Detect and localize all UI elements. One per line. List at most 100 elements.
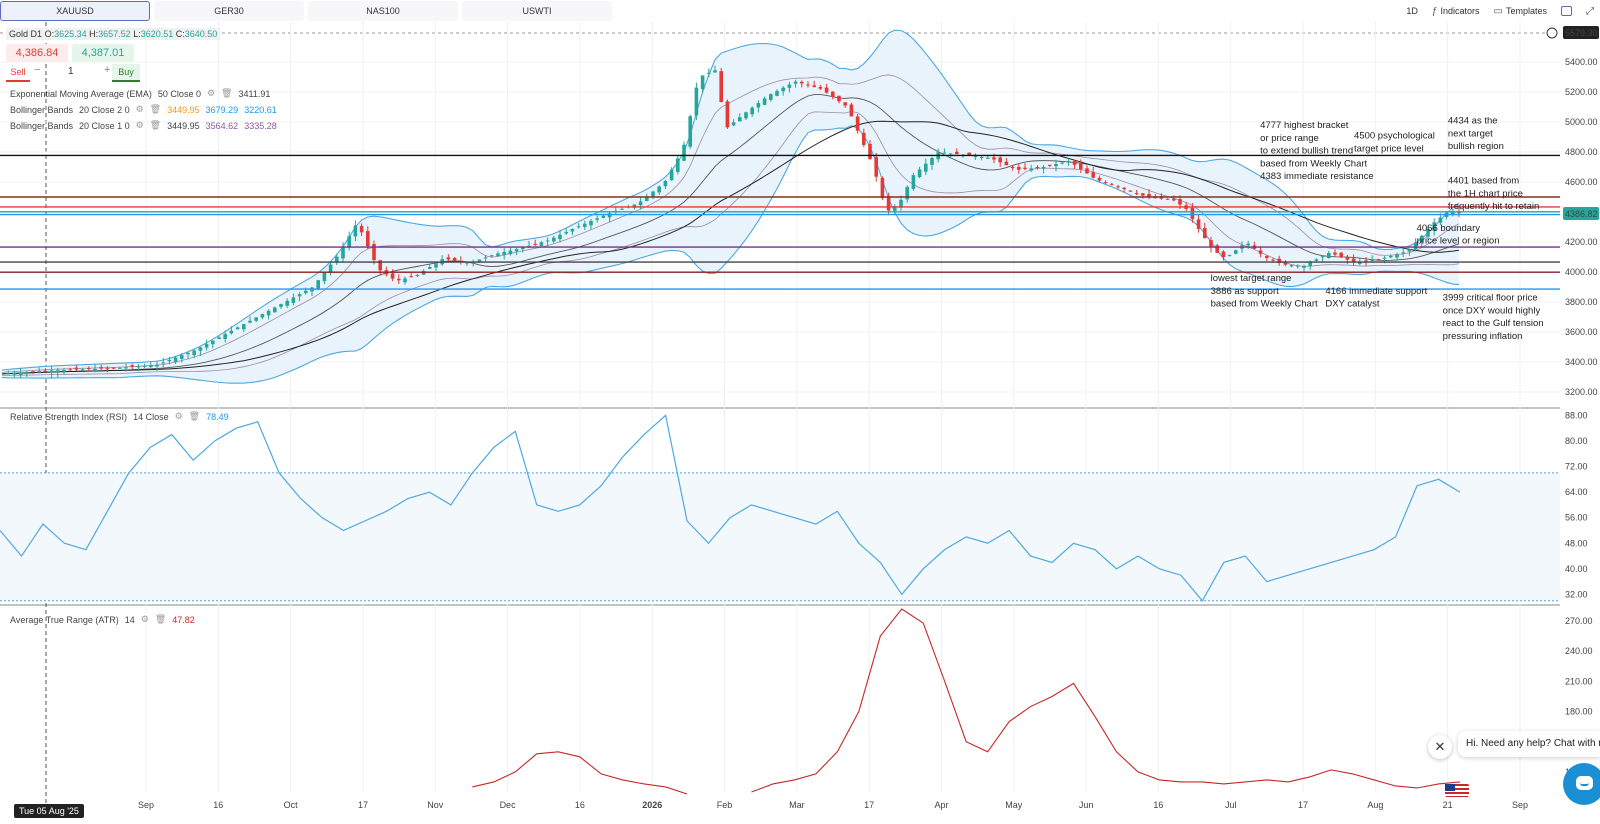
chart-annotation: DXY catalyst <box>1325 299 1380 310</box>
bollinger-upper-band <box>1 29 1460 371</box>
tab-ger30[interactable]: GER30 <box>154 1 304 21</box>
candle-body <box>211 340 215 345</box>
chart-annotation: 4500 psychological <box>1354 131 1435 142</box>
candle-body <box>1215 245 1219 253</box>
candle-body <box>1178 199 1182 205</box>
chat-open-button[interactable] <box>1563 763 1600 805</box>
quantity-decrease-button[interactable]: − <box>34 64 41 76</box>
price-chart[interactable]: Sep 16 Oct 17 Nov Dec 16 2026 Feb Mar 17 Apr May Jun 1… <box>0 22 1600 824</box>
candle-body <box>68 369 72 371</box>
settings-icon[interactable]: ⚙ <box>206 88 216 98</box>
candle-body <box>669 169 674 181</box>
price-tick-label: 3200.00 <box>1565 387 1598 397</box>
legend-high-label: H: <box>89 29 99 39</box>
quantity-input[interactable]: 1 <box>68 66 74 77</box>
buy-price-button[interactable]: 4,387.01 <box>72 44 134 62</box>
trade-panel: 4,386.84 4,387.01 Sell − 1 + Buy <box>6 44 140 84</box>
chart-annotation: 4401 based from <box>1448 176 1519 187</box>
candle-body <box>824 87 829 93</box>
rsi-tick-label: 64.00 <box>1565 487 1588 497</box>
delete-icon[interactable]: 🗑 <box>149 104 162 114</box>
candle-body <box>49 370 54 373</box>
candle-body <box>750 107 754 115</box>
rsi-tick-label: 48.00 <box>1565 538 1588 548</box>
candle-body <box>446 257 451 260</box>
candle-body <box>688 116 692 147</box>
candle-body <box>781 87 785 92</box>
chart-annotation: lowest target range <box>1211 273 1292 284</box>
candle-body <box>545 240 550 242</box>
chart-annotation: react to the Gulf tension <box>1443 318 1544 329</box>
crosshair-date-label: Tue 05 Aug '25 <box>14 804 84 818</box>
x-tick-label: 21 <box>1443 800 1453 810</box>
atr-line <box>472 751 688 795</box>
candle-body <box>1314 259 1319 261</box>
candle-body <box>713 70 717 73</box>
chart-annotation: 3999 critical floor price <box>1443 293 1538 304</box>
tab-xauusd[interactable]: XAUUSD <box>0 1 150 21</box>
candle-body <box>1004 161 1009 166</box>
buy-button[interactable]: Buy <box>112 64 140 82</box>
candle-body <box>155 364 159 367</box>
settings-icon[interactable]: ⚙ <box>140 614 149 624</box>
candle-body <box>118 367 122 369</box>
indicators-button[interactable]: ƒ Indicators <box>1432 6 1480 17</box>
candle-body <box>1234 250 1238 254</box>
candle-body <box>731 122 736 126</box>
rsi-value: 78.49 <box>206 411 229 422</box>
timeframe-button[interactable]: 1D <box>1406 6 1418 16</box>
settings-icon[interactable]: ⚙ <box>135 104 144 114</box>
settings-icon[interactable]: ⚙ <box>174 411 183 421</box>
settings-icon[interactable]: ⚙ <box>135 120 144 130</box>
delete-icon[interactable]: 🗑 <box>188 411 201 421</box>
screenshot-button[interactable] <box>1561 6 1572 16</box>
x-tick-label: Oct <box>284 800 299 810</box>
candle-body <box>1017 166 1021 170</box>
delete-icon[interactable]: 🗑 <box>154 614 167 624</box>
indicator-value-upper: 3679.29 <box>205 104 239 115</box>
candle-body <box>297 294 302 297</box>
chat-close-button[interactable]: ✕ <box>1428 735 1452 759</box>
sell-button[interactable]: Sell <box>6 64 30 82</box>
candle-body <box>756 103 761 108</box>
candle-body <box>180 355 184 359</box>
candle-body <box>1389 255 1393 258</box>
indicator-ema-legend[interactable]: Exponential Moving Average (EMA) 50 Clos… <box>10 88 270 99</box>
candle-body <box>1190 207 1195 219</box>
candle-body <box>483 257 488 259</box>
candle-body <box>266 310 271 316</box>
sell-price-button[interactable]: 4,386.84 <box>6 44 68 62</box>
candle-body <box>595 218 599 220</box>
delete-icon[interactable]: 🗑 <box>221 88 233 98</box>
legend-low: 3620.51 <box>140 29 174 39</box>
candle-body <box>1103 182 1108 184</box>
camera-icon <box>1561 6 1572 16</box>
candle-body <box>291 297 296 303</box>
candle-body <box>1010 166 1015 169</box>
x-tick-label: Sep <box>1512 800 1528 810</box>
quantity-increase-button[interactable]: + <box>104 64 111 76</box>
candle-body <box>1289 265 1294 267</box>
candle-body <box>589 220 593 226</box>
x-tick-label: 17 <box>864 800 874 810</box>
atr-legend[interactable]: Average True Range (ATR) 14 ⚙ 🗑 47.82 <box>10 614 195 625</box>
tab-nas100[interactable]: NAS100 <box>308 1 458 21</box>
rsi-name: Relative Strength Index (RSI) <box>10 411 128 422</box>
tab-uswti[interactable]: USWTI <box>462 1 612 21</box>
candle-body <box>1277 258 1281 264</box>
x-tick-label: 2026 <box>642 800 662 810</box>
ema-line <box>1 120 1460 375</box>
candle-body <box>390 273 395 279</box>
candle-body <box>204 344 209 348</box>
candle-body <box>18 372 23 375</box>
indicator-bb1-legend[interactable]: Bollinger Bands 20 Close 1 0 ⚙ 🗑 3449.95… <box>10 120 277 131</box>
chat-message[interactable]: Hi. Need any help? Chat with me <box>1458 731 1600 757</box>
candle-body <box>899 199 903 208</box>
indicator-bb2-legend[interactable]: Bollinger Bands 20 Close 2 0 ⚙ 🗑 3449.95… <box>10 104 277 115</box>
legend-timeframe: D1 <box>30 29 43 39</box>
templates-button[interactable]: ▭ Templates <box>1494 6 1547 17</box>
candle-body <box>229 330 234 334</box>
fullscreen-button[interactable]: ⤢ <box>1586 6 1594 17</box>
delete-icon[interactable]: 🗑 <box>149 120 162 130</box>
rsi-legend[interactable]: Relative Strength Index (RSI) 14 Close ⚙… <box>10 411 229 422</box>
